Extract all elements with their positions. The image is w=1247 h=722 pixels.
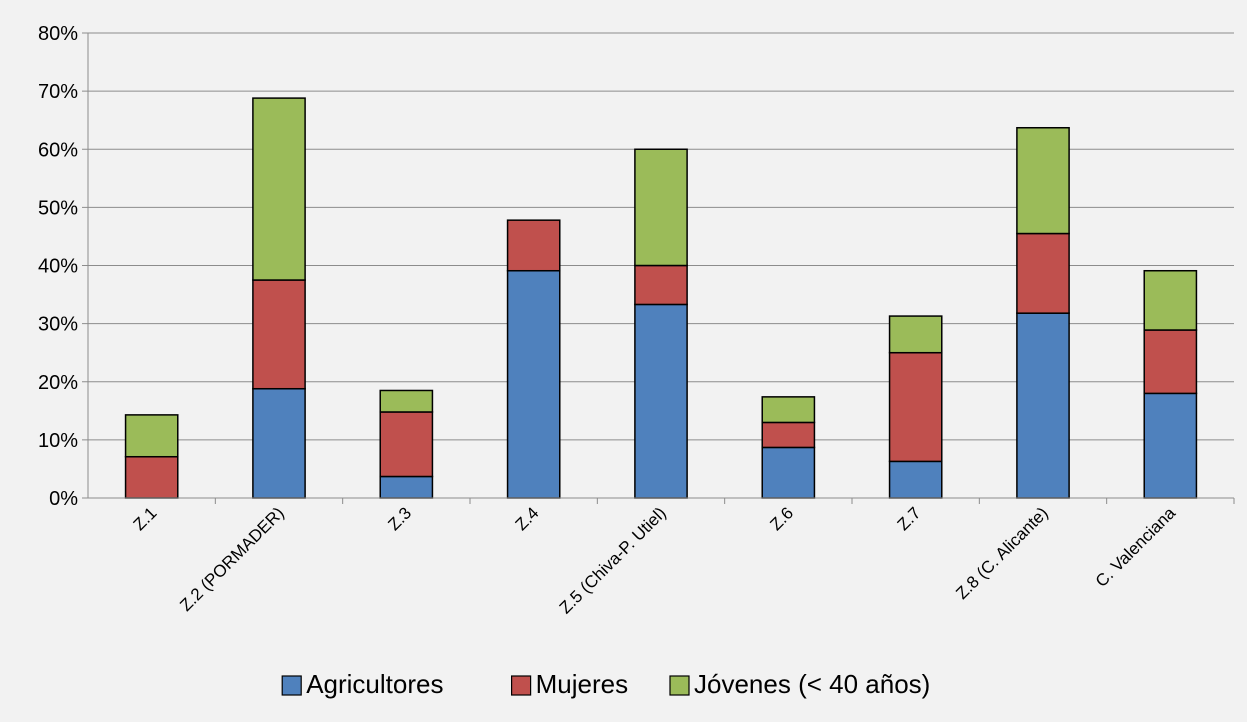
bar-segment bbox=[888, 315, 943, 354]
bar-segment bbox=[252, 97, 306, 281]
bar-segment bbox=[506, 269, 561, 499]
legend-swatch bbox=[281, 675, 302, 696]
x-category-label: Z.1 bbox=[130, 503, 161, 534]
x-category-label: Z.8 (C. Alicante) bbox=[952, 503, 1052, 603]
x-category-label: Z.6 bbox=[766, 503, 797, 534]
x-category-label: Z.7 bbox=[894, 503, 925, 534]
legend-swatch bbox=[511, 675, 532, 696]
x-axis-category-labels: Z.1 Z.2 (PORMADER) Z.3 Z.4 Z.5 (Chiva-P. Uti… bbox=[130, 503, 1180, 617]
bar-segment bbox=[379, 475, 434, 499]
x-category-label: Z.4 bbox=[512, 503, 543, 534]
bar-segment bbox=[1016, 126, 1070, 235]
y-tick-label: 80% bbox=[38, 23, 78, 45]
x-category-label: Z.2 (PORMADER) bbox=[176, 503, 288, 615]
y-tick-label: 0% bbox=[49, 488, 78, 510]
bar-segment bbox=[634, 303, 688, 499]
bar-segment bbox=[761, 446, 816, 499]
y-tick-label: 40% bbox=[38, 256, 78, 278]
bar-segment bbox=[1016, 232, 1070, 314]
legend-label: Jóvenes (< 40 años) bbox=[694, 669, 930, 699]
bar-segment bbox=[888, 351, 943, 463]
y-tick-label: 20% bbox=[38, 372, 78, 394]
bar-segment bbox=[252, 279, 306, 390]
bar-segment bbox=[761, 396, 816, 424]
bar-segment bbox=[1016, 312, 1070, 499]
bar-segment bbox=[888, 460, 943, 499]
bar-segment bbox=[634, 264, 688, 306]
legend: Agricultores Mujeres Jóvenes (< 40 años) bbox=[281, 669, 930, 699]
axes bbox=[82, 32, 1235, 504]
legend-label: Agricultores bbox=[306, 669, 443, 699]
bar-segment bbox=[252, 387, 306, 499]
x-category-label: Z.5 (Chiva-P. Utiel) bbox=[556, 503, 670, 617]
bar-segment bbox=[124, 414, 179, 458]
bar-segment bbox=[124, 455, 179, 499]
bar-segment bbox=[379, 389, 434, 413]
bar-segment bbox=[379, 411, 434, 478]
x-category-label: C. Valenciana bbox=[1092, 503, 1180, 591]
y-axis-tick-labels: 0% 10% 20% 30% 40% 50% 60% 70% 80% bbox=[38, 23, 78, 510]
y-tick-label: 30% bbox=[38, 314, 78, 336]
bars bbox=[124, 97, 1198, 499]
x-category-label: Z.3 bbox=[384, 503, 415, 534]
y-tick-label: 70% bbox=[38, 81, 78, 103]
legend-swatch bbox=[669, 675, 690, 696]
bar-segment bbox=[634, 148, 688, 267]
bar-segment bbox=[1143, 329, 1198, 395]
y-tick-label: 60% bbox=[38, 139, 78, 161]
bar-segment bbox=[761, 421, 816, 449]
legend-label: Mujeres bbox=[536, 669, 628, 699]
bar-segment bbox=[506, 219, 561, 272]
bar-segment bbox=[1143, 392, 1198, 499]
y-tick-label: 10% bbox=[38, 430, 78, 452]
bar-segment bbox=[1143, 269, 1198, 331]
y-tick-label: 50% bbox=[38, 197, 78, 219]
